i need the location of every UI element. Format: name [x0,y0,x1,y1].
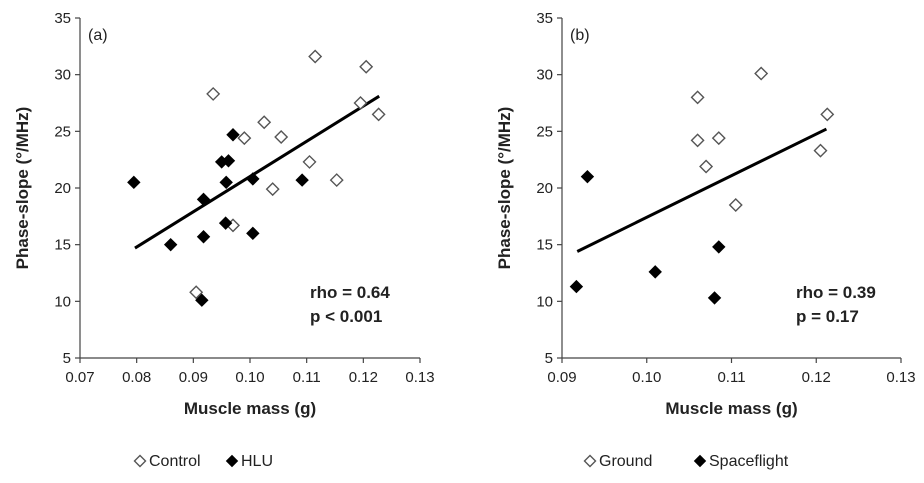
x-tick-label: 0.07 [65,369,94,386]
open-diamond-point [820,107,835,122]
x-tick-label: 0.09 [179,369,208,386]
rho-annotation: rho = 0.39 [796,283,876,302]
legend-open-diamond-icon [583,454,597,468]
y-tick-label: 20 [54,180,71,197]
x-tick-label: 0.13 [405,369,434,386]
y-tick-label: 35 [54,10,71,27]
open-diamond-point [353,96,368,110]
legend-b: Ground Spaceflight [583,453,789,470]
y-tick-label: 15 [536,237,553,254]
filled-diamond-point [226,128,240,142]
open-diamond-point [754,66,769,81]
filled-diamond-point [246,226,260,241]
x-tick-label: 0.09 [547,369,576,386]
filled-diamond-point [218,216,233,230]
open-diamond-point [237,131,252,146]
y-tick-label: 10 [536,293,553,310]
legend-filled-diamond-icon [693,454,707,468]
open-diamond-point [189,285,204,300]
y-tick-label: 5 [545,350,553,367]
series-control [189,49,386,300]
x-tick-label: 0.08 [122,369,151,386]
series-spaceflight [569,169,726,305]
open-diamond-point [308,49,323,64]
x-tick-label: 0.11 [717,369,745,386]
y-tick-label: 20 [536,180,553,197]
x-tick-label: 0.13 [886,369,915,386]
y-tick-label: 5 [63,350,71,367]
filled-diamond-point [246,172,260,186]
open-diamond-point [728,198,743,212]
open-diamond-point [359,59,374,74]
panel-label: (a) [88,27,108,44]
open-diamond-point [302,154,317,169]
x-tick-label: 0.12 [802,369,831,386]
filled-diamond-point [712,240,726,254]
series-hlu [127,128,309,307]
y-axis-label: Phase-slope (°/MHz) [495,107,514,270]
x-axis-label: Muscle mass (g) [665,399,797,418]
p-value-annotation: p = 0.17 [796,307,859,326]
p-value-annotation: p < 0.001 [310,307,382,326]
open-diamond-point [371,107,386,122]
filled-diamond-point [196,230,211,244]
filled-diamond-point [580,169,595,184]
open-diamond-point [274,130,289,144]
x-tick-label: 0.10 [632,369,661,386]
x-axis-label: Muscle mass (g) [184,399,316,418]
panel-label: (b) [570,27,590,44]
filled-diamond-point [569,279,584,294]
rho-annotation: rho = 0.64 [310,283,390,302]
y-tick-label: 30 [54,67,71,84]
legend-entry-ground: Ground [599,453,652,470]
open-diamond-point [813,143,828,158]
x-tick-label: 0.12 [349,369,378,386]
filled-diamond-point [219,175,233,190]
filled-diamond-point [295,173,309,187]
legend-entry-spaceflight: Spaceflight [709,453,789,470]
filled-diamond-point [163,237,178,252]
open-diamond-point [699,159,714,174]
trendline [134,94,380,250]
filled-diamond-point [221,154,236,168]
y-axis-label: Phase-slope (°/MHz) [13,107,32,270]
filled-diamond-point [648,265,662,279]
filled-diamond-point [195,293,209,307]
trendline [576,127,828,253]
series-ground [690,66,835,212]
open-diamond-point [690,133,705,148]
legend-a: Control HLU [133,453,273,470]
panel-b: 5 10 15 20 25 30 35 0.09 0.10 0.11 0.12 0.13 Muscle … [495,10,916,418]
open-diamond-point [711,131,726,146]
y-tick-label: 30 [536,67,553,84]
legend-filled-diamond-icon [225,454,239,468]
y-tick-label: 10 [54,293,71,310]
y-tick-label: 15 [54,237,71,254]
x-tick-label: 0.11 [293,369,321,386]
open-diamond-point [206,86,221,101]
panel-a: 5 10 15 20 25 30 35 0.07 0.08 0.09 0.10 0.11 0.12 0.1… [13,10,435,418]
filled-diamond-point [707,291,722,305]
y-tick-label: 25 [536,123,553,140]
x-tick-label: 0.10 [235,369,264,386]
y-tick-label: 35 [536,10,553,27]
open-diamond-point [257,115,272,130]
legend-entry-control: Control [149,453,201,470]
open-diamond-point [329,173,344,188]
y-tick-label: 25 [54,123,71,140]
legend-entry-hlu: HLU [241,453,273,470]
open-diamond-point [690,90,705,105]
open-diamond-point [265,182,280,197]
filled-diamond-point [196,192,211,207]
filled-diamond-point [127,175,141,190]
legend-open-diamond-icon [133,454,147,468]
